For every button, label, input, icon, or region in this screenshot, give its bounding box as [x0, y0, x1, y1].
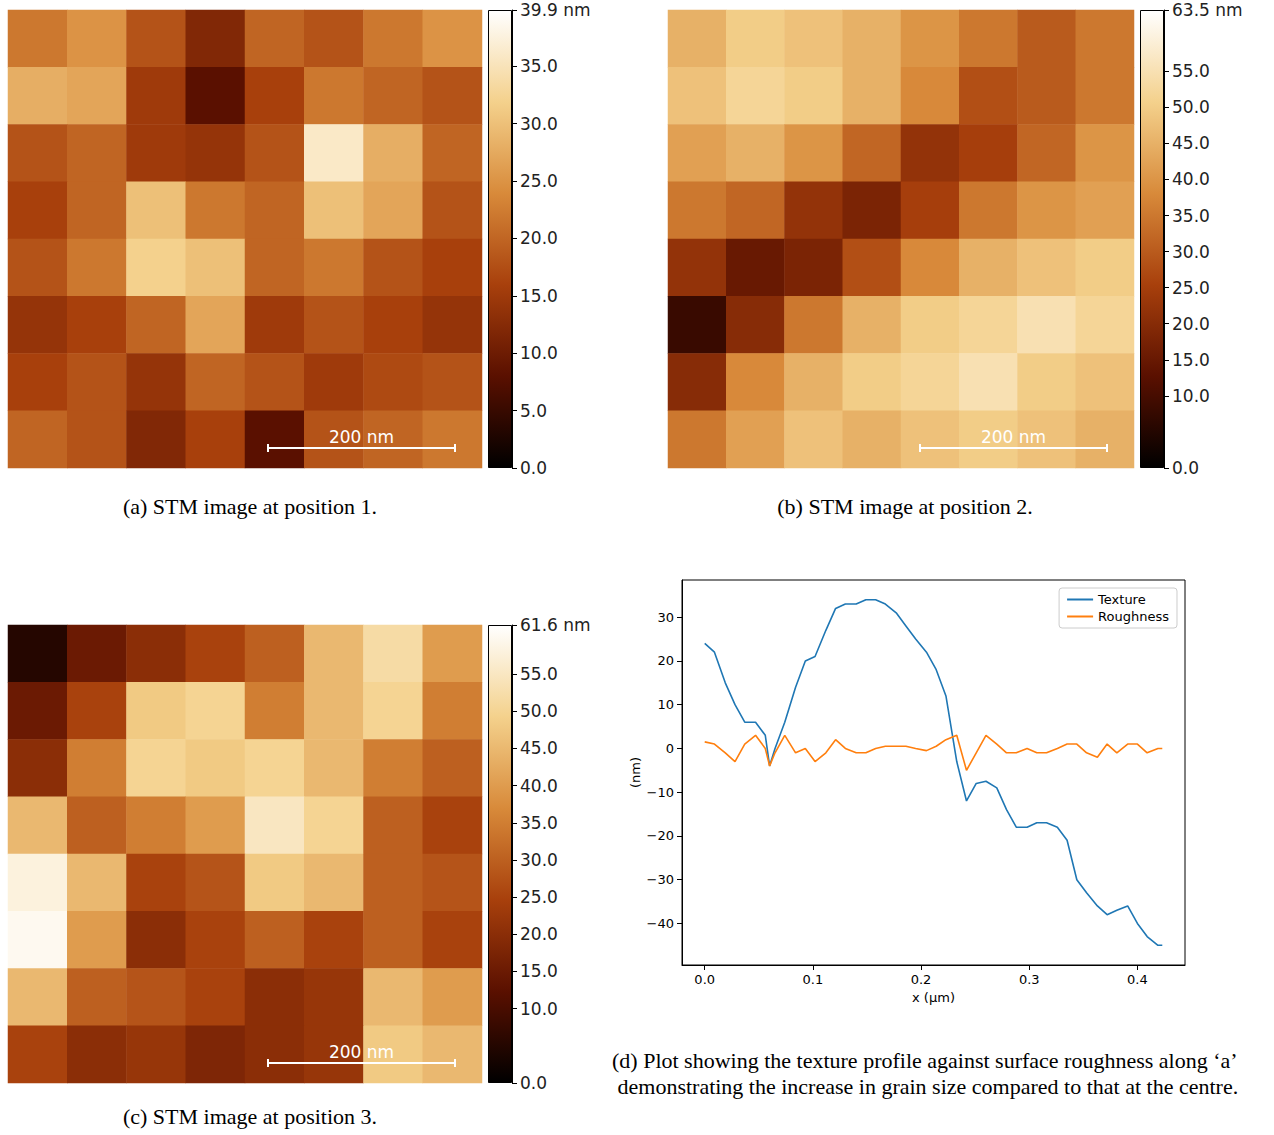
svg-text:0.1: 0.1 [803, 972, 824, 987]
svg-text:0.3: 0.3 [1019, 972, 1040, 987]
svg-text:200 nm: 200 nm [329, 427, 394, 447]
svg-text:(c) STM image at position 3.: (c) STM image at position 3. [123, 1104, 377, 1129]
svg-text:15.0: 15.0 [1172, 350, 1210, 370]
svg-text:20.0: 20.0 [520, 924, 558, 944]
svg-text:5.0: 5.0 [520, 401, 547, 421]
svg-text:−20: −20 [647, 828, 674, 843]
svg-text:50.0: 50.0 [1172, 97, 1210, 117]
svg-text:−30: −30 [647, 872, 674, 887]
svg-text:10.0: 10.0 [520, 343, 558, 363]
svg-text:0.2: 0.2 [911, 972, 932, 987]
svg-text:45.0: 45.0 [1172, 133, 1210, 153]
svg-text:25.0: 25.0 [1172, 278, 1210, 298]
svg-text:0.0: 0.0 [1172, 458, 1199, 478]
svg-text:10.0: 10.0 [520, 999, 558, 1019]
svg-text:63.5 nm: 63.5 nm [1172, 0, 1243, 20]
svg-text:20.0: 20.0 [1172, 314, 1210, 334]
svg-text:30: 30 [657, 610, 674, 625]
svg-text:50.0: 50.0 [520, 701, 558, 721]
svg-text:−40: −40 [647, 916, 674, 931]
svg-text:200 nm: 200 nm [329, 1042, 394, 1062]
svg-text:40.0: 40.0 [1172, 169, 1210, 189]
svg-text:40.0: 40.0 [520, 776, 558, 796]
svg-text:45.0: 45.0 [520, 738, 558, 758]
svg-text:x (μm): x (μm) [912, 990, 955, 1005]
svg-text:−10: −10 [647, 785, 674, 800]
svg-text:30.0: 30.0 [520, 114, 558, 134]
svg-text:15.0: 15.0 [520, 286, 558, 306]
svg-text:(nm): (nm) [628, 757, 643, 788]
svg-text:35.0: 35.0 [520, 813, 558, 833]
svg-text:Texture: Texture [1097, 592, 1146, 607]
svg-text:0.0: 0.0 [694, 972, 715, 987]
svg-text:10.0: 10.0 [1172, 386, 1210, 406]
svg-text:15.0: 15.0 [520, 961, 558, 981]
svg-text:(b) STM image at position 2.: (b) STM image at position 2. [777, 494, 1032, 519]
svg-text:(d) Plot showing the texture p: (d) Plot showing the texture profile aga… [612, 1048, 1238, 1073]
svg-text:10: 10 [657, 697, 674, 712]
svg-text:0: 0 [666, 741, 674, 756]
svg-text:(a) STM image at position 1.: (a) STM image at position 1. [123, 494, 377, 519]
svg-text:200 nm: 200 nm [981, 427, 1046, 447]
svg-text:25.0: 25.0 [520, 887, 558, 907]
svg-text:Roughness: Roughness [1098, 609, 1169, 624]
svg-text:55.0: 55.0 [1172, 61, 1210, 81]
svg-text:25.0: 25.0 [520, 171, 558, 191]
svg-text:35.0: 35.0 [1172, 206, 1210, 226]
svg-text:39.9 nm: 39.9 nm [520, 0, 591, 20]
svg-text:30.0: 30.0 [1172, 242, 1210, 262]
svg-text:35.0: 35.0 [520, 56, 558, 76]
svg-text:30.0: 30.0 [520, 850, 558, 870]
svg-text:20: 20 [657, 653, 674, 668]
svg-text:61.6 nm: 61.6 nm [520, 615, 591, 635]
svg-text:55.0: 55.0 [520, 664, 558, 684]
svg-text:20.0: 20.0 [520, 228, 558, 248]
svg-text:0.4: 0.4 [1127, 972, 1148, 987]
svg-text:0.0: 0.0 [520, 1073, 547, 1093]
svg-text:0.0: 0.0 [520, 458, 547, 478]
svg-text:demonstrating the increase in: demonstrating the increase in grain size… [612, 1074, 1238, 1099]
